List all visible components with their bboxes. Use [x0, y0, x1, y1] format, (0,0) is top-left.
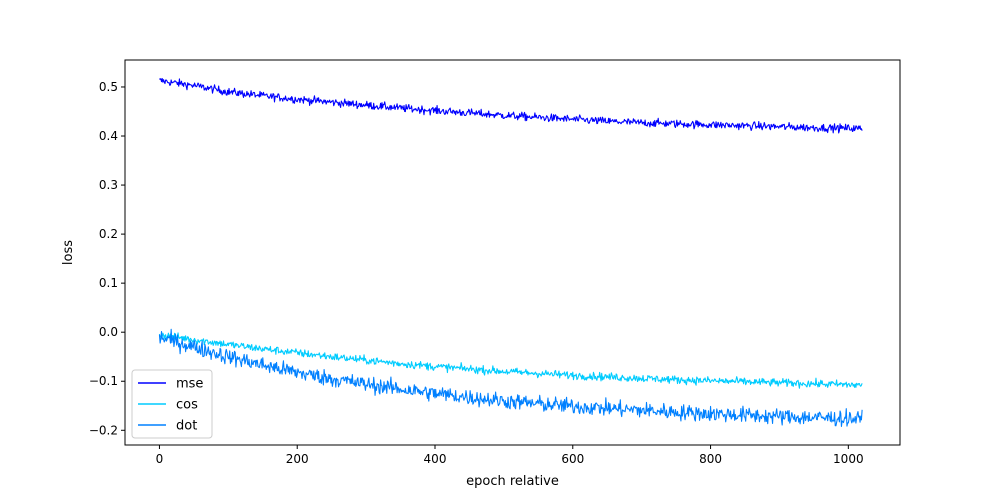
legend: mse cos dot [131, 369, 213, 439]
x-tick-label: 400 [424, 452, 447, 466]
y-tick-label: 0.0 [99, 325, 118, 339]
x-tick-label: 0 [156, 452, 164, 466]
y-axis-ticks: −0.2 −0.1 0.0 0.1 0.2 0.3 0.4 0.5 [89, 80, 125, 437]
x-tick-label: 200 [286, 452, 309, 466]
y-tick-label: −0.2 [89, 423, 118, 437]
y-tick-label: 0.1 [99, 276, 118, 290]
legend-label-cos: cos [176, 398, 198, 413]
plot-area [124, 59, 901, 446]
series-line-mse [159, 78, 863, 134]
legend-label-mse: mse [176, 377, 203, 392]
y-tick-label: −0.1 [89, 374, 118, 388]
y-axis-label: loss [61, 240, 76, 265]
series-line-cos [158, 332, 863, 389]
y-tick-label: 0.3 [99, 178, 118, 192]
series-line-dot [158, 328, 863, 428]
x-tick-label: 800 [699, 452, 722, 466]
x-axis-label: epoch relative [466, 474, 559, 489]
x-tick-label: 1000 [833, 452, 864, 466]
y-tick-label: 0.2 [99, 227, 118, 241]
y-tick-label: 0.4 [99, 129, 118, 143]
axes-frame [124, 59, 901, 446]
y-tick-label: 0.5 [99, 80, 118, 94]
x-tick-label: 600 [561, 452, 584, 466]
legend-label-dot: dot [176, 419, 197, 434]
x-axis-ticks: 0 200 400 600 800 1000 [156, 445, 864, 466]
legend-box [131, 369, 213, 439]
series-lines [158, 78, 863, 428]
